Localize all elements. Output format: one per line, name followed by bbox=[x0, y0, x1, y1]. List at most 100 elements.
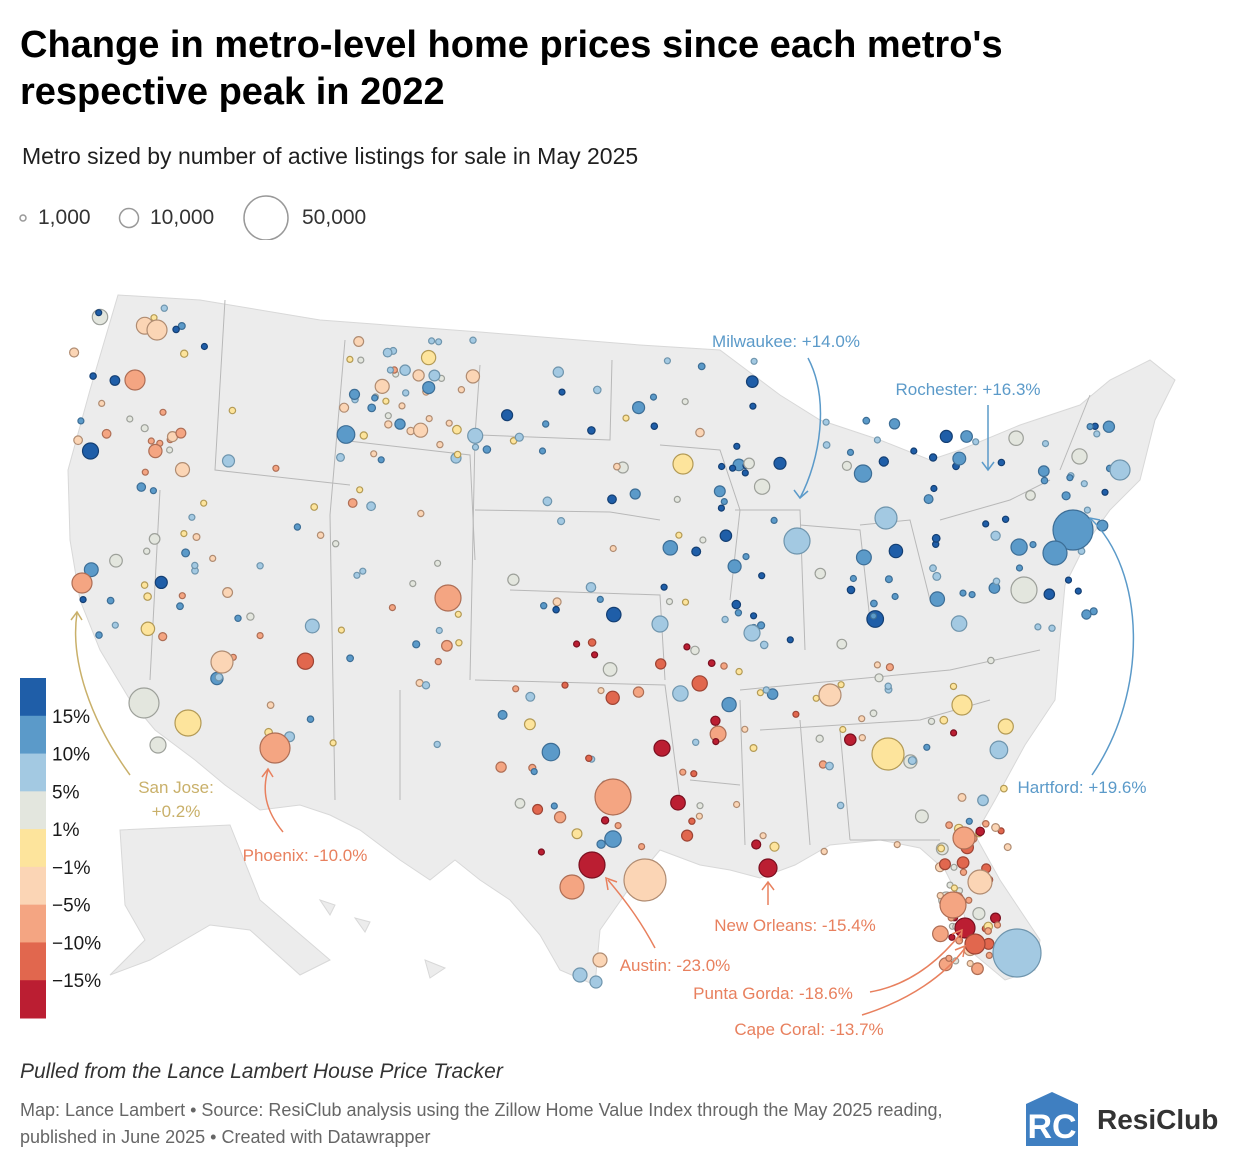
san-jose-leader bbox=[74, 612, 131, 776]
border-line bbox=[214, 299, 351, 486]
metro-dot bbox=[952, 957, 960, 965]
metro-dot bbox=[1074, 587, 1082, 595]
metro-dot bbox=[384, 412, 392, 420]
phoenix-leader bbox=[264, 769, 284, 833]
color-scale-swatch bbox=[20, 715, 46, 755]
metro-dot bbox=[523, 718, 536, 731]
metro-dot bbox=[1034, 623, 1042, 631]
metro-dot bbox=[428, 337, 436, 345]
metro-dot bbox=[695, 812, 704, 820]
metro-dot bbox=[73, 435, 83, 446]
metro-dot bbox=[650, 422, 659, 431]
metro-dot bbox=[452, 424, 462, 435]
metro-dot bbox=[348, 388, 361, 400]
metro-dot bbox=[846, 585, 856, 595]
annotation-san-jose-value: +0.2% bbox=[152, 802, 201, 821]
metro-dot bbox=[109, 553, 123, 568]
metro-dot bbox=[174, 462, 191, 478]
metro-dot bbox=[1001, 515, 1010, 524]
metro-dot bbox=[337, 626, 345, 634]
metro-dot bbox=[1041, 440, 1050, 448]
metro-dot bbox=[95, 309, 103, 317]
metro-dot bbox=[951, 694, 973, 716]
metro-dot bbox=[266, 701, 275, 709]
metro-dot bbox=[316, 531, 325, 540]
metro-dot bbox=[604, 830, 622, 848]
metro-dot bbox=[445, 419, 453, 427]
metro-dot bbox=[891, 592, 899, 601]
metro-dot bbox=[98, 399, 106, 407]
resiclub-logo[interactable]: RC ResiClub bbox=[1022, 1092, 1222, 1148]
metro-dot bbox=[964, 933, 986, 955]
color-scale-label: 10% bbox=[52, 745, 90, 766]
metro-dot bbox=[578, 851, 606, 879]
metro-dot bbox=[670, 794, 686, 811]
metro-dot bbox=[559, 874, 585, 900]
metro-dot bbox=[146, 319, 168, 341]
metro-dot bbox=[653, 739, 671, 757]
metro-dot bbox=[542, 496, 553, 507]
size-legend-label-medium: 10,000 bbox=[150, 206, 215, 229]
metro-dot bbox=[347, 498, 358, 508]
metro-dot bbox=[89, 372, 97, 380]
metro-dot bbox=[939, 429, 953, 443]
metro-dot bbox=[836, 801, 845, 810]
metro-dot bbox=[594, 778, 632, 816]
metro-dot bbox=[991, 822, 1001, 832]
metro-dot bbox=[792, 710, 800, 718]
annotation-rochester: Rochester: +16.3% bbox=[895, 380, 1040, 399]
metro-dot bbox=[952, 451, 967, 466]
border-line bbox=[509, 589, 666, 681]
metro-dot bbox=[691, 675, 708, 692]
metro-dot bbox=[914, 809, 929, 824]
metro-dot bbox=[177, 322, 186, 331]
metro-dot bbox=[632, 686, 645, 698]
metro-dot bbox=[1003, 843, 1012, 852]
metro-dot bbox=[982, 520, 990, 528]
border-line bbox=[739, 649, 1041, 691]
metro-dot bbox=[680, 829, 694, 842]
metro-dot bbox=[592, 385, 602, 395]
metro-dot bbox=[149, 736, 167, 754]
annotation-new-orleans: New Orleans: -15.4% bbox=[714, 916, 876, 935]
metro-dot bbox=[820, 847, 828, 856]
metro-dot bbox=[649, 393, 658, 401]
metro-dot bbox=[721, 696, 737, 713]
metro-dot bbox=[874, 673, 884, 683]
metro-dot bbox=[846, 448, 855, 456]
metro-dot bbox=[884, 575, 893, 584]
border-line bbox=[474, 509, 661, 521]
metro-dot bbox=[855, 549, 872, 566]
metro-dot bbox=[1042, 540, 1068, 566]
metro-dot bbox=[210, 650, 234, 674]
metro-dot bbox=[558, 388, 566, 396]
metro-dot bbox=[717, 504, 726, 512]
metro-dot bbox=[77, 417, 85, 425]
metro-dot bbox=[148, 443, 163, 459]
metro-dot bbox=[1083, 506, 1092, 514]
metro-dot bbox=[482, 445, 492, 454]
metro-dot bbox=[1096, 519, 1109, 532]
metro-dot bbox=[965, 817, 973, 825]
metro-dot bbox=[592, 952, 608, 968]
metro-dot bbox=[871, 737, 905, 771]
cape-coral-leader bbox=[861, 947, 966, 1016]
metro-dot bbox=[733, 442, 741, 450]
metro-dot bbox=[950, 615, 968, 632]
metro-dot bbox=[214, 672, 224, 682]
metro-dot bbox=[672, 685, 689, 702]
metro-dot bbox=[420, 349, 437, 366]
metro-dot bbox=[927, 717, 936, 726]
land-shapes bbox=[67, 294, 1176, 986]
metro-dot bbox=[952, 826, 976, 850]
metro-dot bbox=[1101, 488, 1109, 496]
metro-dot bbox=[346, 654, 355, 663]
metro-dot bbox=[425, 415, 433, 423]
metro-dot bbox=[959, 868, 968, 877]
metro-dot bbox=[332, 540, 340, 548]
metro-dot bbox=[987, 656, 995, 665]
metro-dot bbox=[339, 402, 350, 413]
metro-dot bbox=[561, 681, 569, 689]
metro-dot bbox=[1052, 509, 1094, 551]
